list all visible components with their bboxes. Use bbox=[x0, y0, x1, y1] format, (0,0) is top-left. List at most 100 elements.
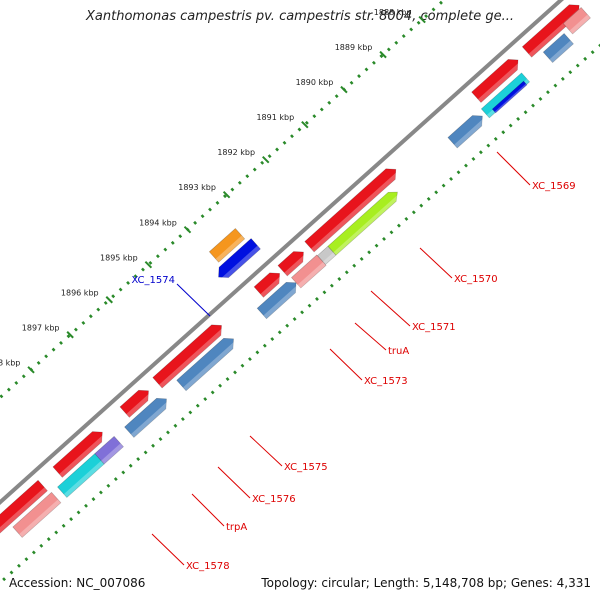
ruler-tick-label: 1890 kbp bbox=[296, 78, 334, 87]
cds-feature-sheen bbox=[126, 392, 154, 418]
ruler-tick bbox=[418, 15, 426, 24]
ruler-tick-label: 1893 kbp bbox=[178, 183, 216, 192]
cds-feature-sheen bbox=[260, 275, 285, 298]
pink-feature bbox=[291, 254, 327, 289]
pink-feature-sheen bbox=[569, 14, 591, 34]
ruler-tick bbox=[183, 225, 192, 234]
gene-label: XC_1571 bbox=[412, 322, 456, 333]
cds-feature bbox=[304, 168, 401, 253]
pink-feature-sheen bbox=[297, 261, 327, 289]
cds-feature-shape bbox=[152, 324, 222, 389]
violet-feature-shape bbox=[94, 435, 124, 465]
backbone-line bbox=[0, 0, 564, 505]
gene-label: XC_1575 bbox=[284, 462, 328, 473]
blue-feature-shape bbox=[218, 238, 261, 278]
gene-label: XC_1578 bbox=[186, 561, 230, 572]
cyan-feature-shape bbox=[57, 453, 105, 498]
blue-feature bbox=[218, 238, 261, 283]
cds-feature-shape bbox=[119, 389, 149, 418]
pink-feature bbox=[562, 7, 591, 35]
cds-feature-shape bbox=[471, 59, 519, 103]
blue-feature-sheen bbox=[220, 245, 261, 283]
gene-label: XC_1570 bbox=[454, 274, 498, 285]
orange-feature-sheen bbox=[215, 235, 245, 263]
cds-feature-shape bbox=[277, 251, 304, 277]
leader-line bbox=[496, 151, 531, 186]
ruler-tick bbox=[301, 120, 309, 129]
lime-feature-shape bbox=[327, 191, 398, 256]
ruler-tick-label: 1894 kbp bbox=[139, 218, 177, 227]
cds-feature bbox=[471, 59, 523, 103]
cds-feature bbox=[152, 324, 227, 389]
gene-label: trpA bbox=[226, 522, 247, 533]
gene-label: XC_1569 bbox=[532, 181, 576, 192]
cds-feature-sheen bbox=[477, 61, 523, 103]
leader-line bbox=[191, 493, 225, 527]
gene-label: XC_1574 bbox=[131, 275, 175, 286]
gene-feature-shape bbox=[124, 397, 167, 438]
leader-line bbox=[370, 290, 411, 327]
gene-feature-sheen bbox=[183, 340, 239, 391]
ruler-tick-label: 1897 kbp bbox=[22, 323, 60, 332]
leader-line bbox=[217, 466, 251, 499]
violet-feature bbox=[94, 435, 124, 465]
ruler-tick bbox=[144, 261, 153, 269]
orange-feature-shape bbox=[208, 228, 246, 263]
leader-line bbox=[249, 435, 283, 467]
gene-feature bbox=[447, 115, 488, 149]
cds-feature-sheen bbox=[0, 487, 48, 538]
cyan-feature-sheen bbox=[63, 460, 105, 498]
topology-stats: Topology: circular; Length: 5,148,708 bp… bbox=[261, 576, 591, 590]
gene-label: truA bbox=[388, 346, 409, 357]
cds-feature-shape bbox=[0, 479, 48, 538]
ruler-tick bbox=[27, 366, 35, 374]
ruler-tick bbox=[66, 331, 74, 339]
blue-feature-shape bbox=[491, 80, 528, 114]
cds-feature-shape bbox=[304, 168, 397, 253]
gray-feature-sheen bbox=[322, 252, 336, 265]
cds-feature-sheen bbox=[311, 171, 401, 252]
gene-labels: XC_1569 XC_1570 XC_1571 truA XC_1573 XC_1574 X… bbox=[131, 151, 576, 572]
cds-feature bbox=[52, 431, 107, 478]
leader-line bbox=[354, 322, 387, 351]
cds-feature-shape bbox=[253, 272, 280, 298]
ruler-tick-label: 1892 kbp bbox=[217, 148, 255, 157]
genome-backbone bbox=[0, 0, 564, 505]
ruler-tick bbox=[379, 50, 387, 59]
gene-feature-sheen bbox=[263, 284, 301, 319]
ruler-tick-label: 1888 kbp bbox=[374, 8, 412, 17]
orange-feature bbox=[208, 228, 246, 263]
leader-line bbox=[176, 283, 211, 317]
ruler-tick-label: 1895 kbp bbox=[100, 253, 138, 262]
gene-feature-shape bbox=[176, 337, 234, 392]
cds-feature-sheen bbox=[284, 253, 309, 276]
gene-feature-shape bbox=[542, 33, 574, 63]
gene-feature bbox=[176, 337, 239, 392]
pink-feature-shape bbox=[562, 7, 591, 35]
ruler-tick-label: 1891 kbp bbox=[256, 113, 294, 122]
gene-feature bbox=[256, 281, 301, 320]
cds-feature bbox=[119, 389, 154, 418]
lime-feature-sheen bbox=[333, 193, 402, 256]
gene-feature-sheen bbox=[454, 117, 488, 148]
ruler-tick-label: 1889 kbp bbox=[335, 43, 373, 52]
cds-feature-shape bbox=[52, 431, 103, 478]
ruler-tick bbox=[340, 85, 348, 94]
ruler-tick-label: 1898 kbp bbox=[0, 358, 20, 367]
gene-label: XC_1573 bbox=[364, 376, 408, 387]
pink-feature bbox=[12, 491, 62, 538]
pink-feature-shape bbox=[291, 254, 327, 289]
ruler-dots-outer bbox=[0, 0, 447, 400]
cds-feature-sheen bbox=[159, 327, 227, 388]
ruler-tick bbox=[105, 296, 113, 304]
feature-tracks bbox=[0, 4, 591, 538]
pink-feature-sheen bbox=[19, 499, 61, 538]
leader-line bbox=[151, 533, 185, 566]
cds-feature-shape bbox=[521, 4, 580, 58]
gene-label: XC_1576 bbox=[252, 494, 296, 505]
ruler-tick-label: 1896 kbp bbox=[61, 288, 99, 297]
leader-line bbox=[419, 247, 453, 279]
cds-feature bbox=[253, 272, 285, 298]
